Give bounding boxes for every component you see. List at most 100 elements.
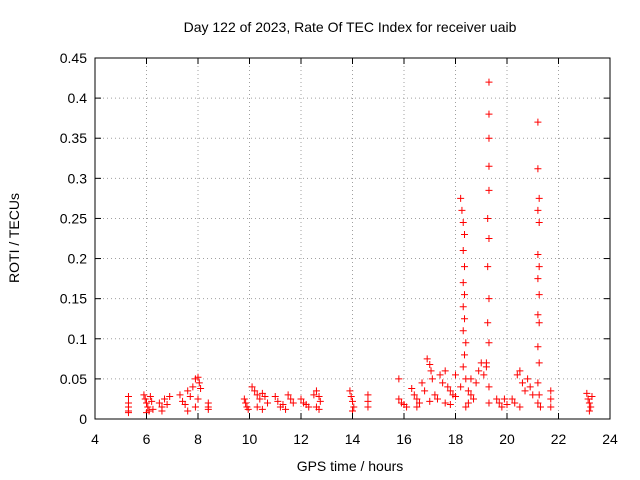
data-point (467, 375, 475, 383)
data-point (516, 367, 524, 375)
data-point (143, 399, 150, 407)
data-point (493, 395, 501, 403)
y-tick-label: 0.4 (68, 90, 88, 106)
data-point (485, 235, 493, 242)
data-point (436, 371, 444, 379)
data-point (534, 165, 542, 173)
y-tick-label: 0.25 (60, 210, 87, 226)
data-point (461, 351, 469, 359)
data-point (498, 403, 506, 411)
x-tick-label: 10 (242, 431, 258, 447)
data-point (364, 403, 372, 411)
data-point (461, 315, 469, 323)
data-point (297, 395, 305, 403)
data-point (184, 387, 192, 395)
data-point (470, 395, 478, 403)
data-point (242, 399, 250, 407)
data-point (585, 399, 593, 407)
data-point (459, 327, 467, 335)
data-point (457, 383, 465, 391)
data-point (426, 360, 434, 368)
data-point (446, 387, 454, 395)
data-point (485, 186, 493, 194)
data-point (431, 391, 439, 399)
data-point (485, 162, 493, 170)
data-point (547, 395, 555, 403)
data-point (347, 393, 355, 401)
data-point (395, 375, 403, 383)
data-point (484, 214, 492, 222)
data-point (485, 295, 493, 303)
data-point (516, 403, 524, 411)
y-axis-title: ROTI / TECUs (6, 193, 22, 283)
data-point (500, 395, 508, 403)
data-point (305, 403, 313, 411)
y-tick-label: 0.05 (60, 371, 87, 387)
data-point (310, 391, 318, 399)
data-point (547, 403, 555, 411)
data-point (433, 395, 441, 403)
data-point (482, 359, 490, 367)
data-point (418, 379, 426, 387)
data-point (204, 405, 212, 413)
data-point (534, 343, 542, 351)
data-point (194, 395, 202, 403)
data-point (485, 134, 493, 142)
x-tick-label: 4 (91, 431, 99, 447)
data-point (585, 407, 593, 415)
data-point (485, 339, 493, 347)
data-point (534, 206, 542, 214)
data-point (535, 218, 543, 226)
data-point (195, 379, 203, 387)
data-point (256, 395, 264, 403)
data-point (287, 395, 295, 403)
data-point (535, 391, 543, 399)
data-point (427, 367, 435, 375)
data-point (189, 383, 197, 391)
data-point (197, 385, 205, 393)
x-tick-label: 18 (448, 431, 464, 447)
data-point (475, 367, 483, 375)
data-point (248, 383, 256, 391)
data-point (423, 355, 431, 363)
data-point (524, 375, 532, 383)
data-point (289, 399, 297, 407)
data-point (349, 397, 356, 405)
data-point (535, 263, 543, 271)
data-point (144, 403, 152, 411)
data-point (484, 263, 492, 271)
data-point (495, 399, 503, 407)
data-point (485, 78, 493, 86)
x-tick-label: 12 (293, 431, 309, 447)
data-point (421, 387, 429, 395)
data-point (271, 393, 279, 401)
data-point (461, 263, 469, 271)
data-point (408, 385, 416, 393)
y-tick-label: 0.45 (60, 50, 87, 66)
x-tick-label: 24 (602, 431, 618, 447)
data-point (413, 403, 421, 411)
y-tick-label: 0.2 (68, 251, 88, 267)
data-point (462, 403, 470, 411)
data-point (264, 399, 272, 407)
data-point (346, 387, 354, 395)
data-point (462, 339, 470, 347)
data-point (441, 367, 449, 375)
data-point (315, 405, 323, 413)
data-point (124, 409, 132, 417)
data-point (485, 399, 493, 407)
x-tick-label: 14 (345, 431, 361, 447)
data-point (261, 393, 269, 401)
data-point (485, 110, 493, 118)
x-tick-label: 20 (499, 431, 515, 447)
data-point (535, 194, 543, 202)
data-point (350, 403, 358, 411)
y-tick-label: 0.3 (68, 170, 88, 186)
data-point (184, 407, 192, 415)
data-point (459, 303, 467, 311)
data-point (534, 251, 542, 259)
data-point (503, 401, 511, 409)
data-point (141, 395, 149, 403)
data-point (244, 405, 252, 413)
